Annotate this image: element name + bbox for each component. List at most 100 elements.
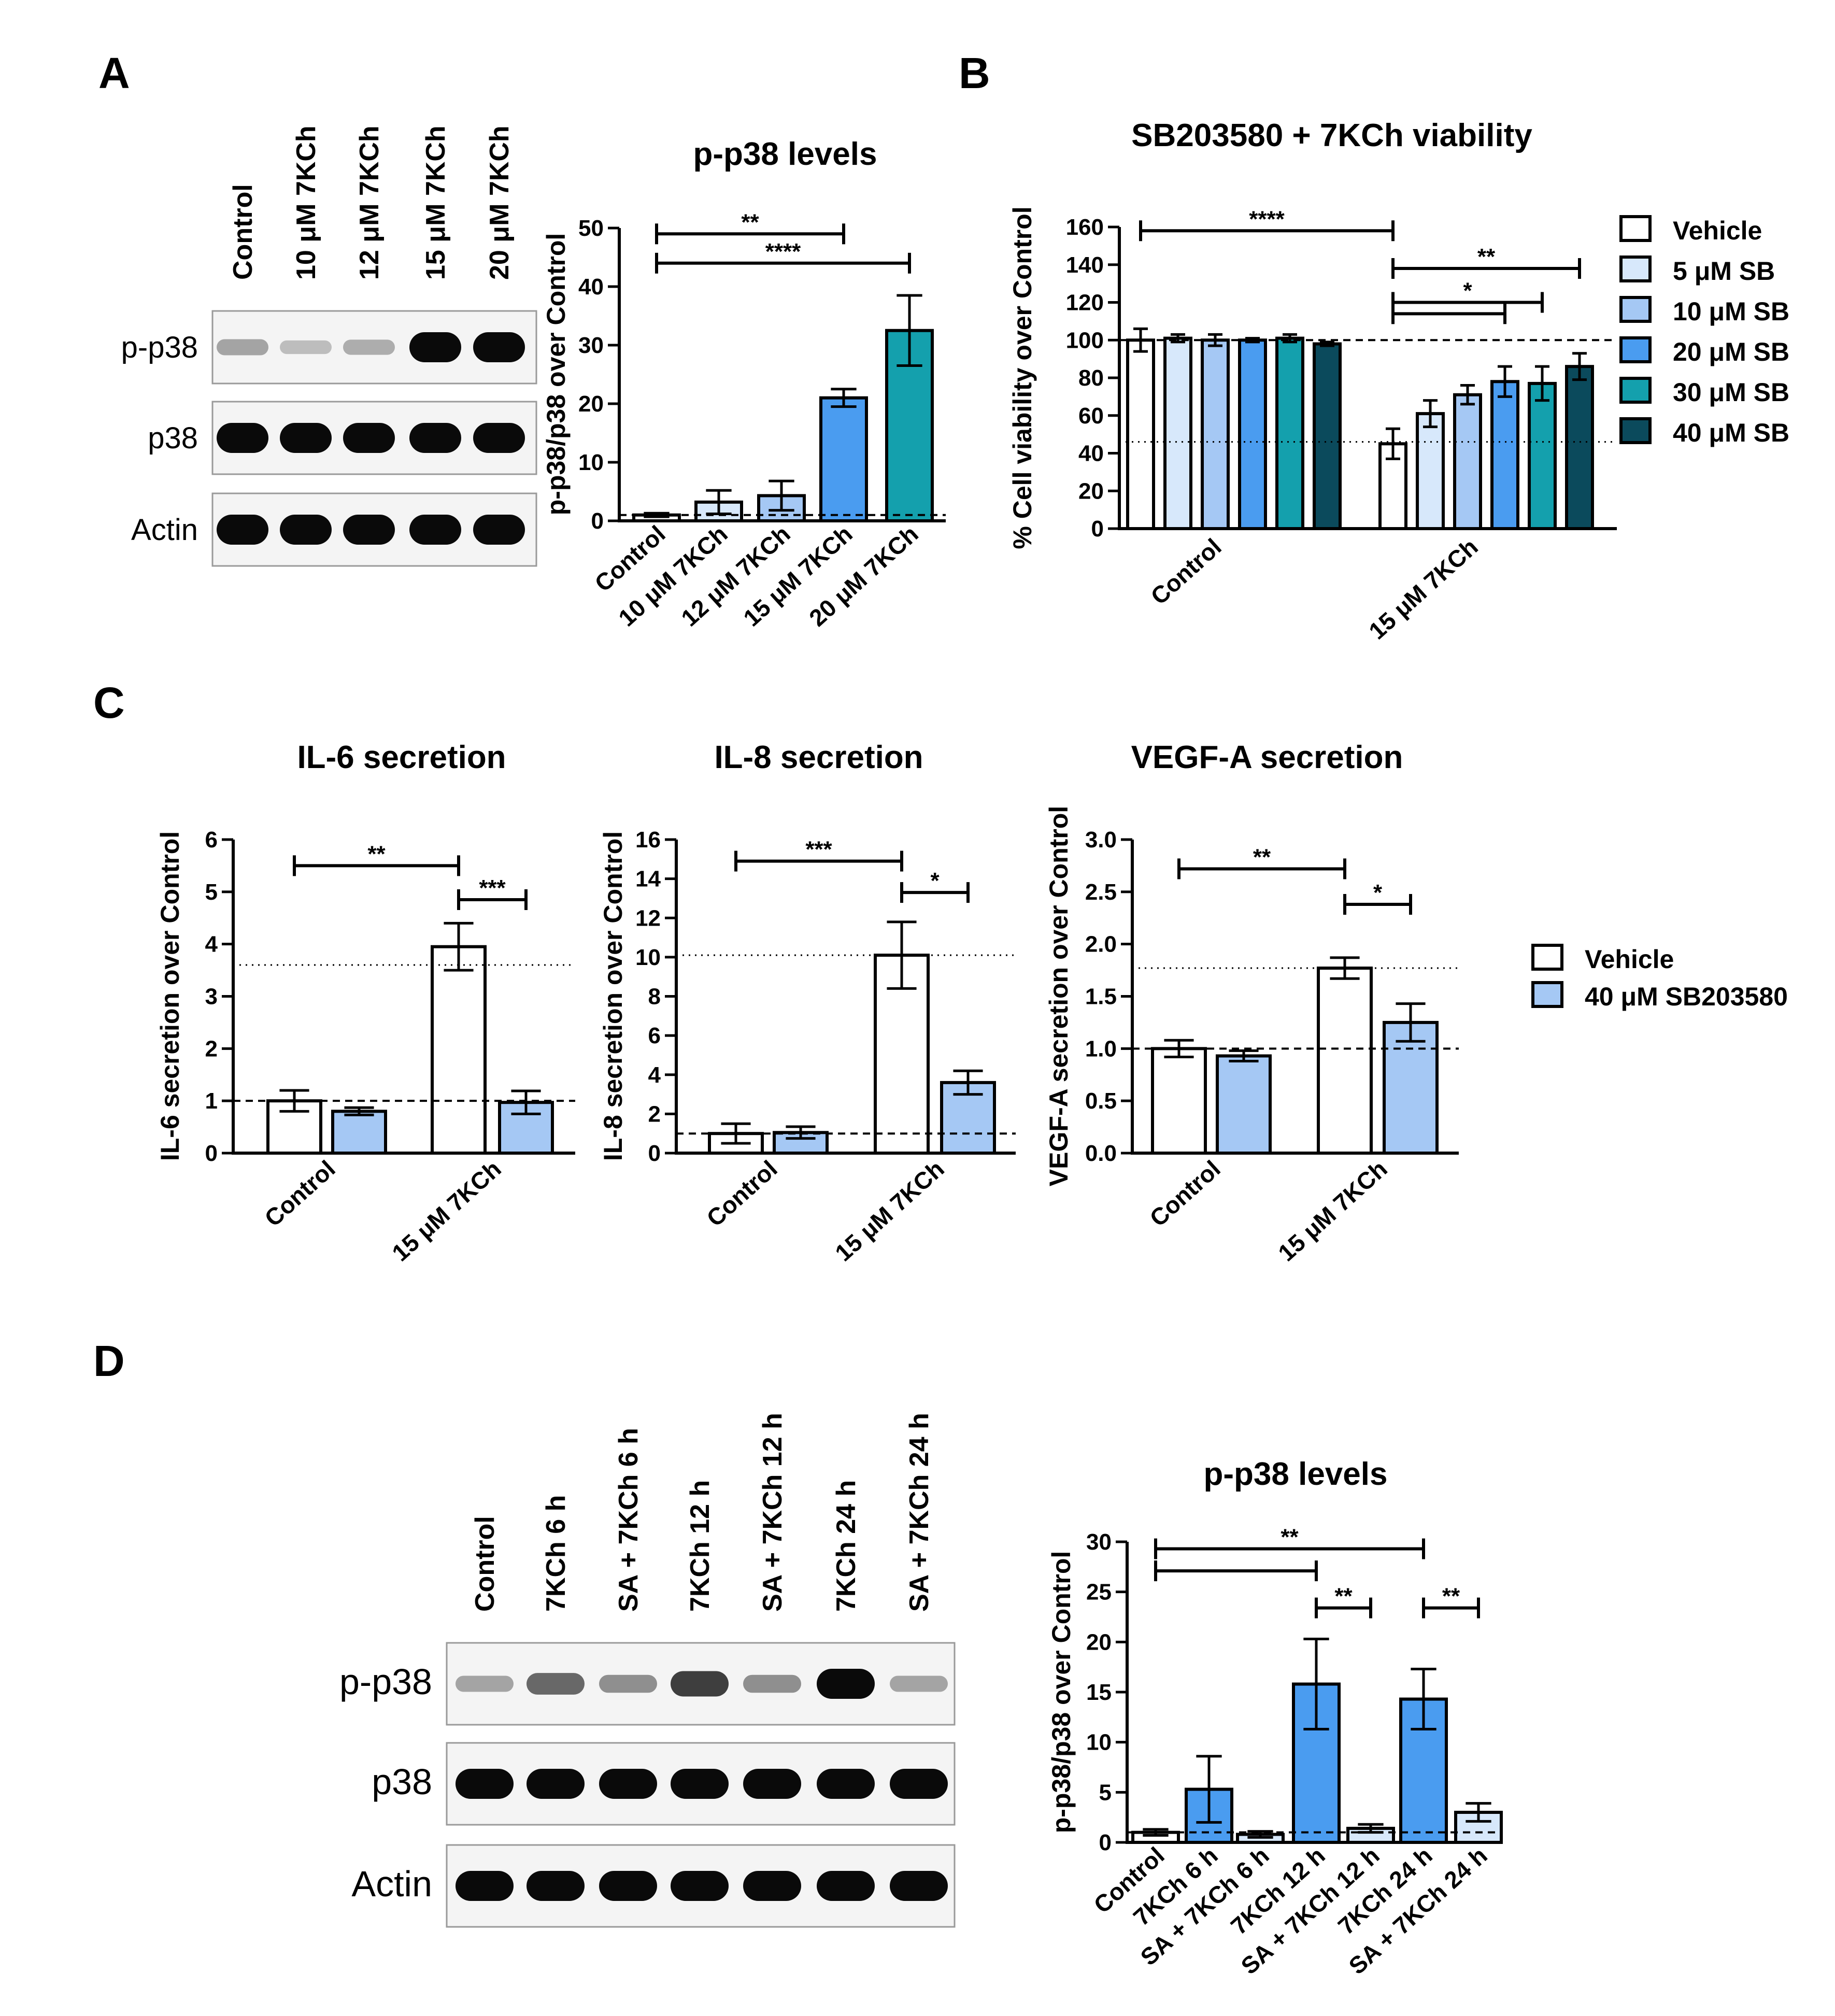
blot-band [409,515,461,545]
blot-band [343,423,395,453]
x-tick-label: Control [259,1155,340,1232]
y-tick-label: 0 [1091,516,1104,542]
blot-band [671,1769,729,1799]
y-axis-label: IL-6 secretion over Control [155,831,184,1161]
y-tick-label: 20 [1086,1629,1112,1655]
blot-lane-label: SA + 7KCh 24 h [904,1413,934,1612]
blot-band [280,515,332,545]
blot-row-label: p-p38 [121,331,198,364]
blot-band [743,1769,801,1799]
panel-letter-c: C [93,678,125,727]
x-tick-label: 15 μM 7KCh [1273,1155,1392,1267]
x-tick-label: 10 μM 7KCh [613,520,732,632]
blot-band [671,1671,729,1697]
panel-letter-b: B [959,49,990,97]
significance-stars: ** [367,841,386,867]
y-tick-label: 1 [205,1088,218,1114]
y-tick-label: 40 [578,274,604,300]
y-tick-label: 10 [635,945,661,970]
y-tick-label: 6 [205,827,218,853]
legend-swatch [1531,944,1563,971]
blot-band [456,1769,514,1799]
y-tick-label: 30 [578,333,604,358]
x-tick-label: 15 μM 7KCh [830,1155,949,1267]
legend-swatch [1619,377,1652,404]
blot-band [817,1669,875,1699]
significance-stars: ** [1477,244,1496,269]
blot-band [343,339,395,355]
blot-band [890,1769,948,1799]
y-tick-label: 5 [1099,1780,1112,1805]
y-tick-label: 160 [1066,215,1104,240]
chart-c3: VEGF-A secretion VEGF-A secretion over Co… [1044,740,1459,1267]
chart-title: SB203580 + 7KCh viability [1131,118,1532,153]
chart-b: SB203580 + 7KCh viability % Cell viabilit… [1008,118,1617,645]
legend-label: 20 μM SB [1673,337,1789,366]
western-blot-a: Control 10 μM 7KCh 12 μM 7KCh 15 μM 7KCh 20 … [121,125,537,567]
y-tick-label: 40 [1078,441,1104,466]
blot-band [343,515,395,545]
bar [1453,393,1482,530]
y-tick-label: 120 [1066,290,1104,316]
blot-lane-label: SA + 7KCh 12 h [758,1413,788,1612]
blot-lane-label: 10 μM 7KCh [291,125,321,280]
blot-band [817,1769,875,1799]
y-tick-label: 60 [1078,403,1104,429]
blot-band [527,1871,585,1901]
bar [1275,336,1304,530]
y-tick-label: 20 [578,391,604,417]
legend-label: 10 μM SB [1673,297,1789,326]
significance-stars: ** [1334,1584,1353,1609]
bar [1416,412,1445,530]
y-tick-label: 2.0 [1085,932,1117,957]
x-tick-label: 15 μM 7KCh [1363,533,1483,645]
legend-swatch [1531,981,1563,1008]
blot-lane-label: 7KCh 12 h [685,1480,715,1612]
blot-lane-label: 7KCh 24 h [831,1480,861,1612]
y-tick-label: 4 [648,1062,661,1088]
blot-lane-label: Control [228,184,258,280]
x-tick-label: 15 μM 7KCh [387,1155,506,1267]
y-tick-label: 14 [635,867,661,892]
bar [431,945,487,1155]
chart-title: p-p38 levels [693,136,877,172]
blot-row-label: Actin [131,513,198,547]
significance-stars: ** [1253,844,1271,870]
blot-band [217,339,268,356]
legend-label: Vehicle [1585,945,1674,974]
panel-letter-d: D [93,1337,125,1385]
y-tick-label: 50 [578,216,604,241]
legend-label: 5 μM SB [1673,257,1775,286]
y-tick-label: 25 [1086,1580,1112,1605]
blot-band [217,423,268,453]
y-tick-label: 0.5 [1085,1088,1117,1114]
blot-row-label: Actin [351,1864,432,1904]
bar [819,396,868,523]
blot-lane-label: SA + 7KCh 6 h [614,1428,644,1612]
significance-stars: **** [765,239,801,264]
blot-band [599,1871,657,1901]
y-tick-label: 1.0 [1085,1036,1117,1061]
blot-band [217,515,268,545]
y-tick-label: 5 [205,879,218,905]
bar [331,1110,387,1155]
blot-band [409,332,461,362]
x-tick-label: Control [1145,533,1226,610]
y-axis-label: VEGF-A secretion over Control [1044,806,1073,1186]
blot-band [743,1871,801,1901]
y-tick-label: 6 [648,1023,661,1048]
y-tick-label: 10 [578,450,604,475]
y-tick-label: 10 [1086,1730,1112,1755]
y-tick-label: 0 [1099,1830,1112,1855]
y-axis-label: IL-8 secretion over Control [599,831,628,1161]
significance-stars: ** [1281,1525,1299,1550]
blot-band [599,1769,657,1799]
chart-title: IL-8 secretion [714,740,923,775]
chart-title: IL-6 secretion [297,740,506,775]
y-tick-label: 0.0 [1085,1141,1117,1166]
blot-band [527,1769,585,1799]
y-tick-label: 1.5 [1085,984,1117,1010]
chart-title: p-p38 levels [1204,1456,1388,1492]
y-tick-label: 15 [1086,1680,1112,1705]
